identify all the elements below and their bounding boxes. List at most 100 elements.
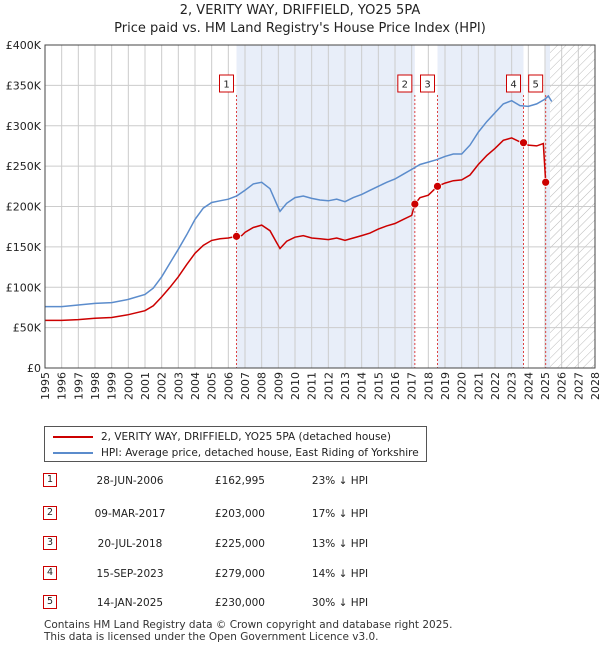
sale-point (410, 199, 420, 209)
x-tick-label: 2019 (439, 372, 452, 400)
x-tick-label: 2023 (506, 372, 519, 400)
chart-title-block: 2, VERITY WAY, DRIFFIELD, YO25 5PA Price… (0, 2, 600, 38)
table-row: 4 15-SEP-2023 £279,000 14% ↓ HPI (40, 565, 440, 583)
sale-point (433, 181, 442, 191)
sale-label-box (528, 74, 544, 93)
sale-label-box (397, 74, 413, 93)
sale-label-number: 1 (223, 80, 229, 91)
x-tick-label: 2000 (122, 372, 135, 400)
x-tick-label: 2008 (256, 372, 269, 400)
sale-price: £225,000 (214, 538, 265, 550)
x-tick-label: 2006 (222, 372, 235, 400)
x-tick-label: 1996 (56, 372, 69, 400)
legend-swatch-hpi (53, 452, 93, 454)
chart-title: 2, VERITY WAY, DRIFFIELD, YO25 5PA (179, 3, 421, 18)
sale-price: £162,995 (214, 475, 265, 487)
sale-date: 14-JAN-2025 (96, 597, 164, 609)
footer-copyright: Contains HM Land Registry data © Crown c… (44, 619, 453, 631)
sale-label-number: 2 (402, 80, 408, 91)
property-series-line (45, 137, 549, 322)
y-tick-label: £100K (6, 281, 42, 294)
y-tick-label: £400K (6, 39, 42, 52)
x-tick-label: 1999 (106, 372, 119, 400)
x-tick-label: 2002 (156, 372, 169, 400)
x-tick-label: 2028 (589, 372, 600, 400)
table-row: 1 28-JUN-2006 £162,995 23% ↓ HPI (40, 472, 440, 490)
sale-date: 28-JUN-2006 (96, 475, 164, 487)
sale-label-number: 3 (424, 80, 430, 91)
sale-point (519, 138, 528, 148)
x-tick-label: 2003 (172, 372, 185, 400)
x-tick-label: 2001 (139, 372, 152, 400)
legend-label-hpi: HPI: Average price, detached house, East… (101, 447, 419, 459)
hpi-series-line (45, 94, 553, 308)
sale-point (541, 177, 551, 187)
sale-number-badge: 2 (43, 506, 57, 520)
x-tick-label: 2025 (539, 372, 552, 400)
sale-price: £279,000 (214, 568, 265, 580)
x-tick-label: 2022 (489, 372, 502, 400)
chart-subtitle: Price paid vs. HM Land Registry's House … (114, 21, 486, 36)
x-tick-label: 2014 (356, 372, 369, 400)
legend-item-property: 2, VERITY WAY, DRIFFIELD, YO25 5PA (deta… (53, 429, 391, 445)
y-tick-label: £50K (13, 322, 42, 335)
sale-date: 09-MAR-2017 (94, 508, 166, 520)
sale-label-box (420, 74, 435, 93)
y-tick-label: £150K (6, 241, 42, 254)
x-tick-label: 2007 (239, 372, 252, 400)
x-tick-label: 1998 (89, 372, 102, 400)
x-tick-label: 2018 (422, 372, 435, 400)
sale-hpi-diff: 13% ↓ HPI (311, 538, 369, 550)
table-row: 2 09-MAR-2017 £203,000 17% ↓ HPI (40, 505, 440, 523)
x-tick-label: 2012 (322, 372, 335, 400)
x-tick-label: 2013 (339, 372, 352, 400)
x-tick-label: 2005 (206, 372, 219, 400)
sale-label-number: 4 (510, 80, 516, 91)
sale-number-badge: 1 (43, 473, 57, 487)
x-tick-label: 2020 (456, 372, 469, 400)
price-chart: 1 2 3 4 5 £0 £50K £100K £150K £200K £250K £300K £35… (6, 39, 600, 400)
sale-hpi-diff: 14% ↓ HPI (311, 568, 369, 580)
x-tick-label: 2010 (289, 372, 302, 400)
sale-label-box (219, 74, 234, 93)
table-row: 5 14-JAN-2025 £230,000 30% ↓ HPI (40, 594, 440, 612)
x-tick-label: 2004 (189, 372, 202, 400)
table-row: 3 20-JUL-2018 £225,000 13% ↓ HPI (40, 535, 440, 553)
x-tick-label: 2021 (472, 372, 485, 400)
sale-hpi-diff: 30% ↓ HPI (311, 597, 369, 609)
y-tick-label: £300K (6, 120, 42, 133)
y-tick-label: £250K (6, 160, 42, 173)
legend-swatch-property (53, 436, 93, 438)
sale-number-badge: 3 (43, 536, 57, 550)
legend-item-hpi: HPI: Average price, detached house, East… (53, 445, 419, 461)
x-tick-label: 1997 (72, 372, 85, 400)
sale-date: 20-JUL-2018 (97, 538, 163, 550)
x-tick-label: 2015 (372, 372, 385, 400)
sale-price: £203,000 (214, 508, 265, 520)
x-tick-label: 2009 (272, 372, 285, 400)
sale-number-badge: 4 (43, 566, 57, 580)
footer-licence: This data is licensed under the Open Gov… (44, 631, 379, 643)
sale-label-number: 5 (532, 80, 538, 91)
x-tick-label: 2017 (406, 372, 419, 400)
y-tick-label: £350K (6, 79, 42, 92)
sale-label-box (506, 74, 521, 93)
x-tick-label: 2016 (389, 372, 402, 400)
sale-point (232, 231, 241, 241)
plot-frame (44, 44, 596, 369)
legend: 2, VERITY WAY, DRIFFIELD, YO25 5PA (deta… (44, 426, 427, 462)
sale-hpi-diff: 17% ↓ HPI (311, 508, 369, 520)
x-tick-label: 2024 (522, 372, 535, 400)
x-tick-label: 1995 (39, 372, 52, 400)
x-tick-label: 2026 (556, 372, 569, 400)
x-tick-label: 2027 (572, 372, 585, 400)
y-tick-label: £200K (6, 201, 42, 214)
legend-label-property: 2, VERITY WAY, DRIFFIELD, YO25 5PA (deta… (101, 431, 391, 443)
sale-number-badge: 5 (43, 595, 57, 609)
sale-date: 15-SEP-2023 (96, 568, 164, 580)
y-tick-label: £0 (27, 362, 41, 375)
sale-hpi-diff: 23% ↓ HPI (311, 475, 369, 487)
sale-price: £230,000 (214, 597, 265, 609)
x-tick-label: 2011 (306, 372, 319, 400)
footer: Contains HM Land Registry data © Crown c… (44, 619, 452, 643)
